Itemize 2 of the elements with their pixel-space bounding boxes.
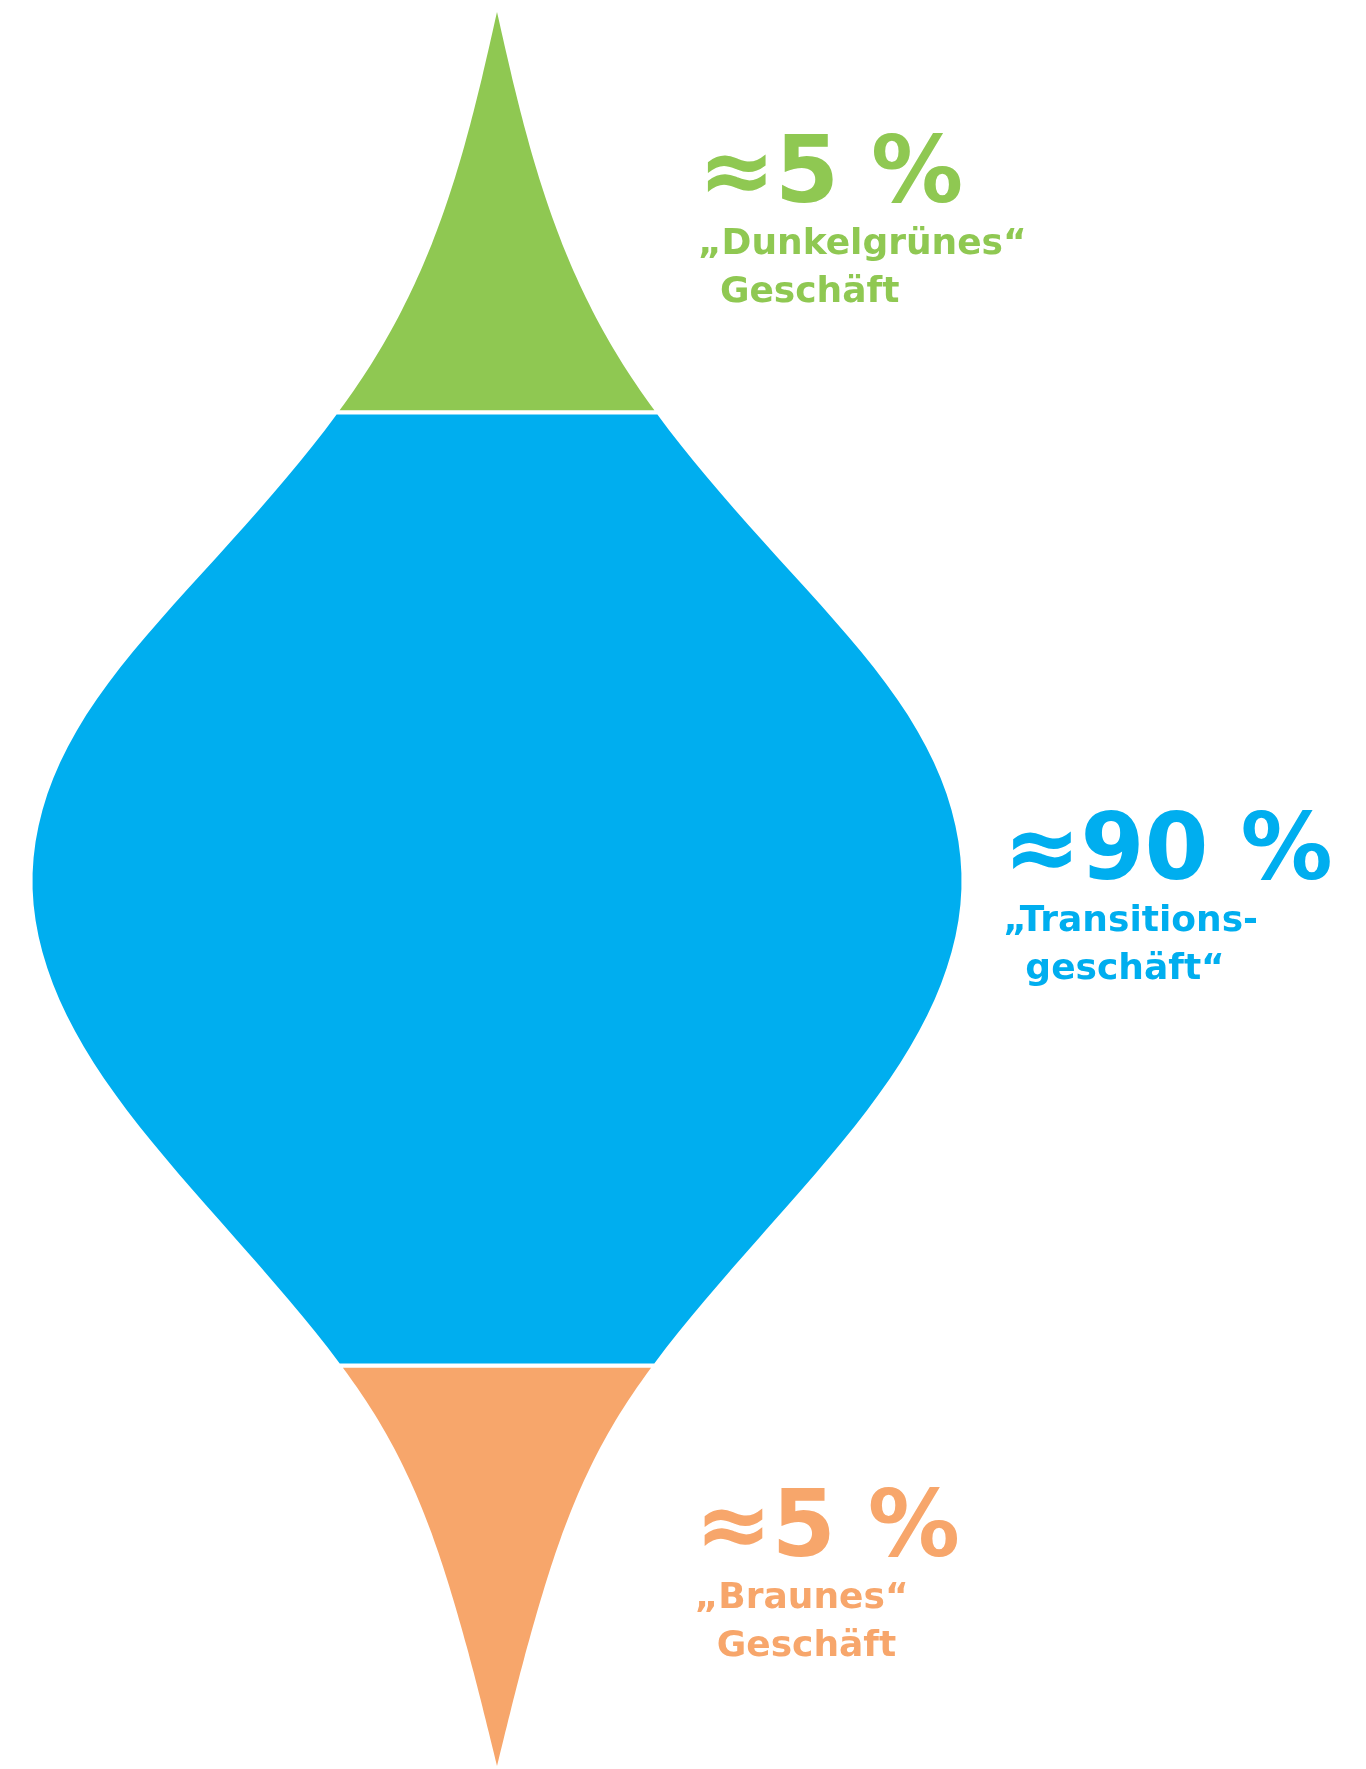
category-label: „Transitions- geschäft“	[1003, 898, 1259, 987]
data-label: ≈90 %	[1003, 794, 1333, 901]
